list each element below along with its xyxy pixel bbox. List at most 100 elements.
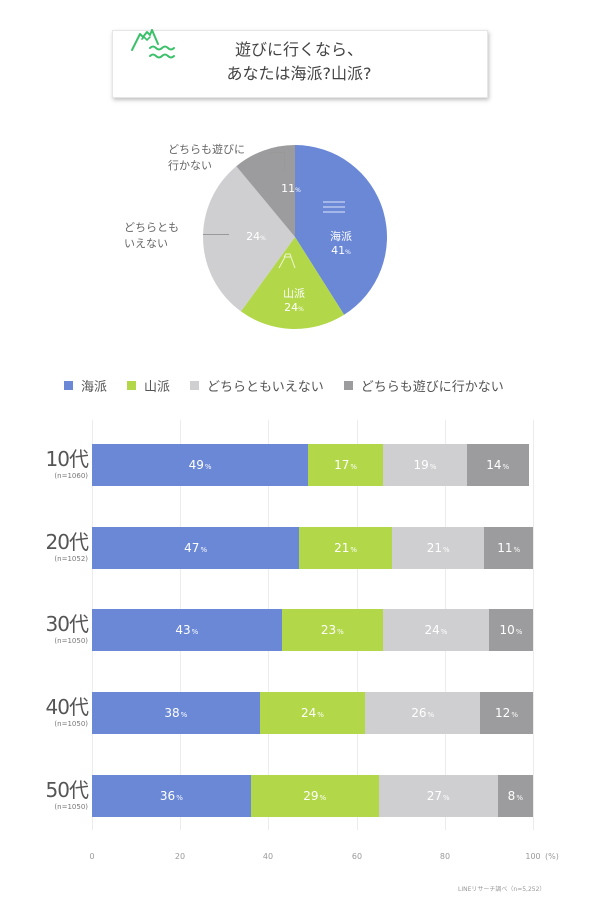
segment-value: 36: [159, 789, 176, 803]
bar-segment-none: 8%: [497, 775, 533, 817]
row-age: 40代: [45, 695, 89, 719]
pie-slice-mountain: [240, 237, 345, 329]
x-tick-80: 80: [439, 852, 451, 861]
page-title: 遊びに行くなら、 あなたは海派?山派?: [112, 38, 486, 86]
segment-unit: %: [191, 627, 199, 636]
row-age: 20代: [45, 530, 89, 554]
row-label: 50代 (n=1050): [20, 778, 89, 811]
pie-chart: [203, 145, 387, 329]
bar-segment-neither: 19%: [383, 444, 467, 486]
segment-value: 12: [495, 706, 511, 720]
bar-row: 43% 23% 24% 10%: [92, 609, 533, 651]
pie-slice-sea: [295, 145, 387, 315]
segment-value: 38: [164, 706, 180, 720]
segment-unit: %: [317, 710, 324, 719]
segment-unit: %: [427, 710, 435, 719]
leader-line-none-vertical: [284, 152, 285, 172]
row-sample-size: (n=1050): [54, 637, 88, 645]
x-tick-60: 60: [351, 852, 363, 861]
row-sample-size: (n=1050): [54, 803, 88, 811]
bar-segment-mountain: 24%: [259, 692, 366, 734]
pie-slice-neither: [203, 166, 295, 312]
pie-callout-none: どちらも遊びに 行かない: [168, 143, 245, 172]
bar-row: 36% 29% 27% 8%: [92, 775, 533, 817]
segment-unit: %: [176, 793, 183, 802]
row-age: 50代: [45, 778, 89, 802]
segment-unit: %: [337, 627, 344, 636]
bar-segment-mountain: 29%: [250, 775, 379, 817]
bar-segment-neither: 21%: [391, 527, 485, 569]
bar-row: 38% 24% 26% 12%: [92, 692, 533, 734]
bar-segment-none: 10%: [488, 609, 533, 651]
pie-label-mountain: 山派 24%: [283, 287, 305, 314]
mountain-icon: [278, 253, 296, 269]
segment-value: 49: [188, 458, 204, 472]
segment-value: 21: [426, 541, 442, 555]
row-label: 40代 (n=1050): [20, 695, 89, 728]
segment-value: 43: [175, 623, 191, 637]
segment-value: 21: [334, 541, 350, 555]
segment-unit: %: [516, 793, 523, 802]
bar-segment-mountain: 23%: [281, 609, 384, 651]
grid-line-100: [533, 420, 534, 830]
x-tick-0: 0: [89, 852, 95, 861]
segment-unit: %: [513, 545, 521, 554]
source-note: LINEリサーチ調べ（n=5,252）: [458, 886, 546, 893]
bar-segment-none: 11%: [484, 527, 533, 569]
pie-value-none: 11%: [281, 182, 301, 195]
x-axis-unit: (%): [545, 852, 559, 861]
pie-value-neither: 24%: [246, 230, 266, 243]
segment-unit: %: [442, 793, 450, 802]
segment-value: 17: [334, 458, 350, 472]
x-tick-100: 100: [525, 852, 541, 861]
bar-segment-sea: 38%: [92, 692, 260, 734]
pie-label-sea: 海派 41%: [330, 230, 352, 257]
x-tick-20: 20: [174, 852, 186, 861]
legend-swatch-sea: [64, 381, 73, 390]
bar-row: 47% 21% 21% 11%: [92, 527, 533, 569]
x-tick-40: 40: [262, 852, 274, 861]
segment-unit: %: [204, 462, 212, 471]
legend: 海派 山派 どちらともいえない どちらも遊びに行かない: [64, 376, 524, 395]
segment-value: 23: [320, 623, 337, 637]
segment-value: 24: [424, 623, 440, 637]
row-sample-size: (n=1050): [54, 720, 88, 728]
segment-value: 14: [486, 458, 502, 472]
bar-segment-sea: 36%: [92, 775, 251, 817]
legend-item-mountain: 山派: [127, 376, 170, 395]
segment-unit: %: [429, 462, 437, 471]
segment-value: 11: [497, 541, 513, 555]
bar-segment-none: 12%: [480, 692, 533, 734]
title-line-2: あなたは海派?山派?: [226, 64, 372, 83]
bar-segment-mountain: 21%: [299, 527, 392, 569]
segment-value: 19: [413, 458, 429, 472]
row-age: 30代: [45, 612, 89, 636]
title-line-1: 遊びに行くなら、: [234, 40, 363, 59]
segment-value: 8: [507, 789, 516, 803]
bar-segment-sea: 47%: [92, 527, 300, 569]
bar-segment-sea: 49%: [92, 444, 309, 486]
segment-unit: %: [511, 710, 518, 719]
segment-value: 24: [301, 706, 317, 720]
bar-segment-sea: 43%: [92, 609, 282, 651]
mountain-and-waves-icon: [131, 29, 175, 59]
legend-item-neither: どちらともいえない: [190, 376, 324, 395]
segment-value: 47: [184, 541, 200, 555]
segment-unit: %: [350, 545, 358, 554]
pie-callout-neither: どちらとも いえない: [124, 221, 179, 250]
segment-unit: %: [350, 462, 358, 471]
segment-unit: %: [440, 627, 448, 636]
bar-segment-none: 14%: [466, 444, 529, 486]
row-age: 10代: [45, 447, 89, 471]
row-sample-size: (n=1052): [54, 555, 88, 563]
legend-item-none: どちらも遊びに行かない: [343, 376, 504, 395]
segment-unit: %: [319, 793, 327, 802]
segment-unit: %: [180, 710, 188, 719]
segment-unit: %: [200, 545, 208, 554]
segment-unit: %: [515, 627, 523, 636]
segment-value: 27: [426, 789, 442, 803]
legend-swatch-none: [343, 381, 353, 390]
title-box: [112, 30, 488, 98]
segment-unit: %: [502, 462, 510, 471]
leader-line-neither: [203, 234, 229, 235]
